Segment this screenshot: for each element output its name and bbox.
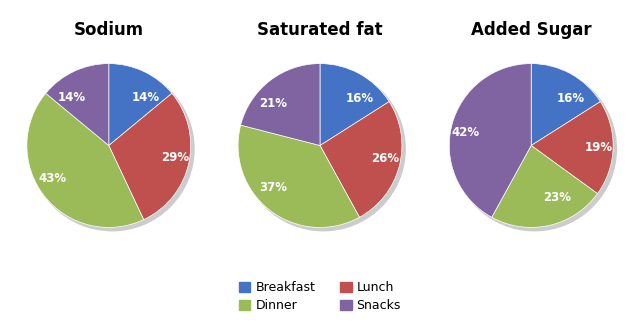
Wedge shape — [492, 146, 598, 228]
Text: 21%: 21% — [259, 97, 287, 110]
Wedge shape — [45, 63, 109, 146]
Wedge shape — [531, 63, 600, 146]
Text: 14%: 14% — [131, 91, 159, 104]
Wedge shape — [320, 63, 389, 146]
Wedge shape — [241, 63, 320, 146]
Wedge shape — [320, 102, 402, 217]
Text: 16%: 16% — [346, 92, 374, 105]
Wedge shape — [27, 93, 143, 228]
Wedge shape — [449, 63, 531, 217]
Text: 26%: 26% — [372, 152, 400, 165]
Wedge shape — [109, 93, 191, 220]
Wedge shape — [109, 63, 172, 146]
Title: Sodium: Sodium — [74, 21, 144, 39]
Text: 19%: 19% — [584, 141, 612, 154]
Wedge shape — [238, 125, 360, 228]
Circle shape — [241, 67, 405, 231]
Text: 43%: 43% — [38, 172, 67, 185]
Title: Added Sugar: Added Sugar — [471, 21, 591, 39]
Title: Saturated fat: Saturated fat — [257, 21, 383, 39]
Circle shape — [452, 67, 616, 231]
Circle shape — [30, 67, 194, 231]
Legend: Breakfast, Dinner, Lunch, Snacks: Breakfast, Dinner, Lunch, Snacks — [234, 277, 406, 318]
Text: 42%: 42% — [451, 126, 479, 139]
Text: 14%: 14% — [58, 91, 86, 104]
Text: 16%: 16% — [557, 92, 585, 105]
Wedge shape — [531, 102, 613, 194]
Text: 37%: 37% — [259, 181, 287, 194]
Text: 23%: 23% — [543, 191, 571, 204]
Text: 29%: 29% — [161, 151, 189, 164]
